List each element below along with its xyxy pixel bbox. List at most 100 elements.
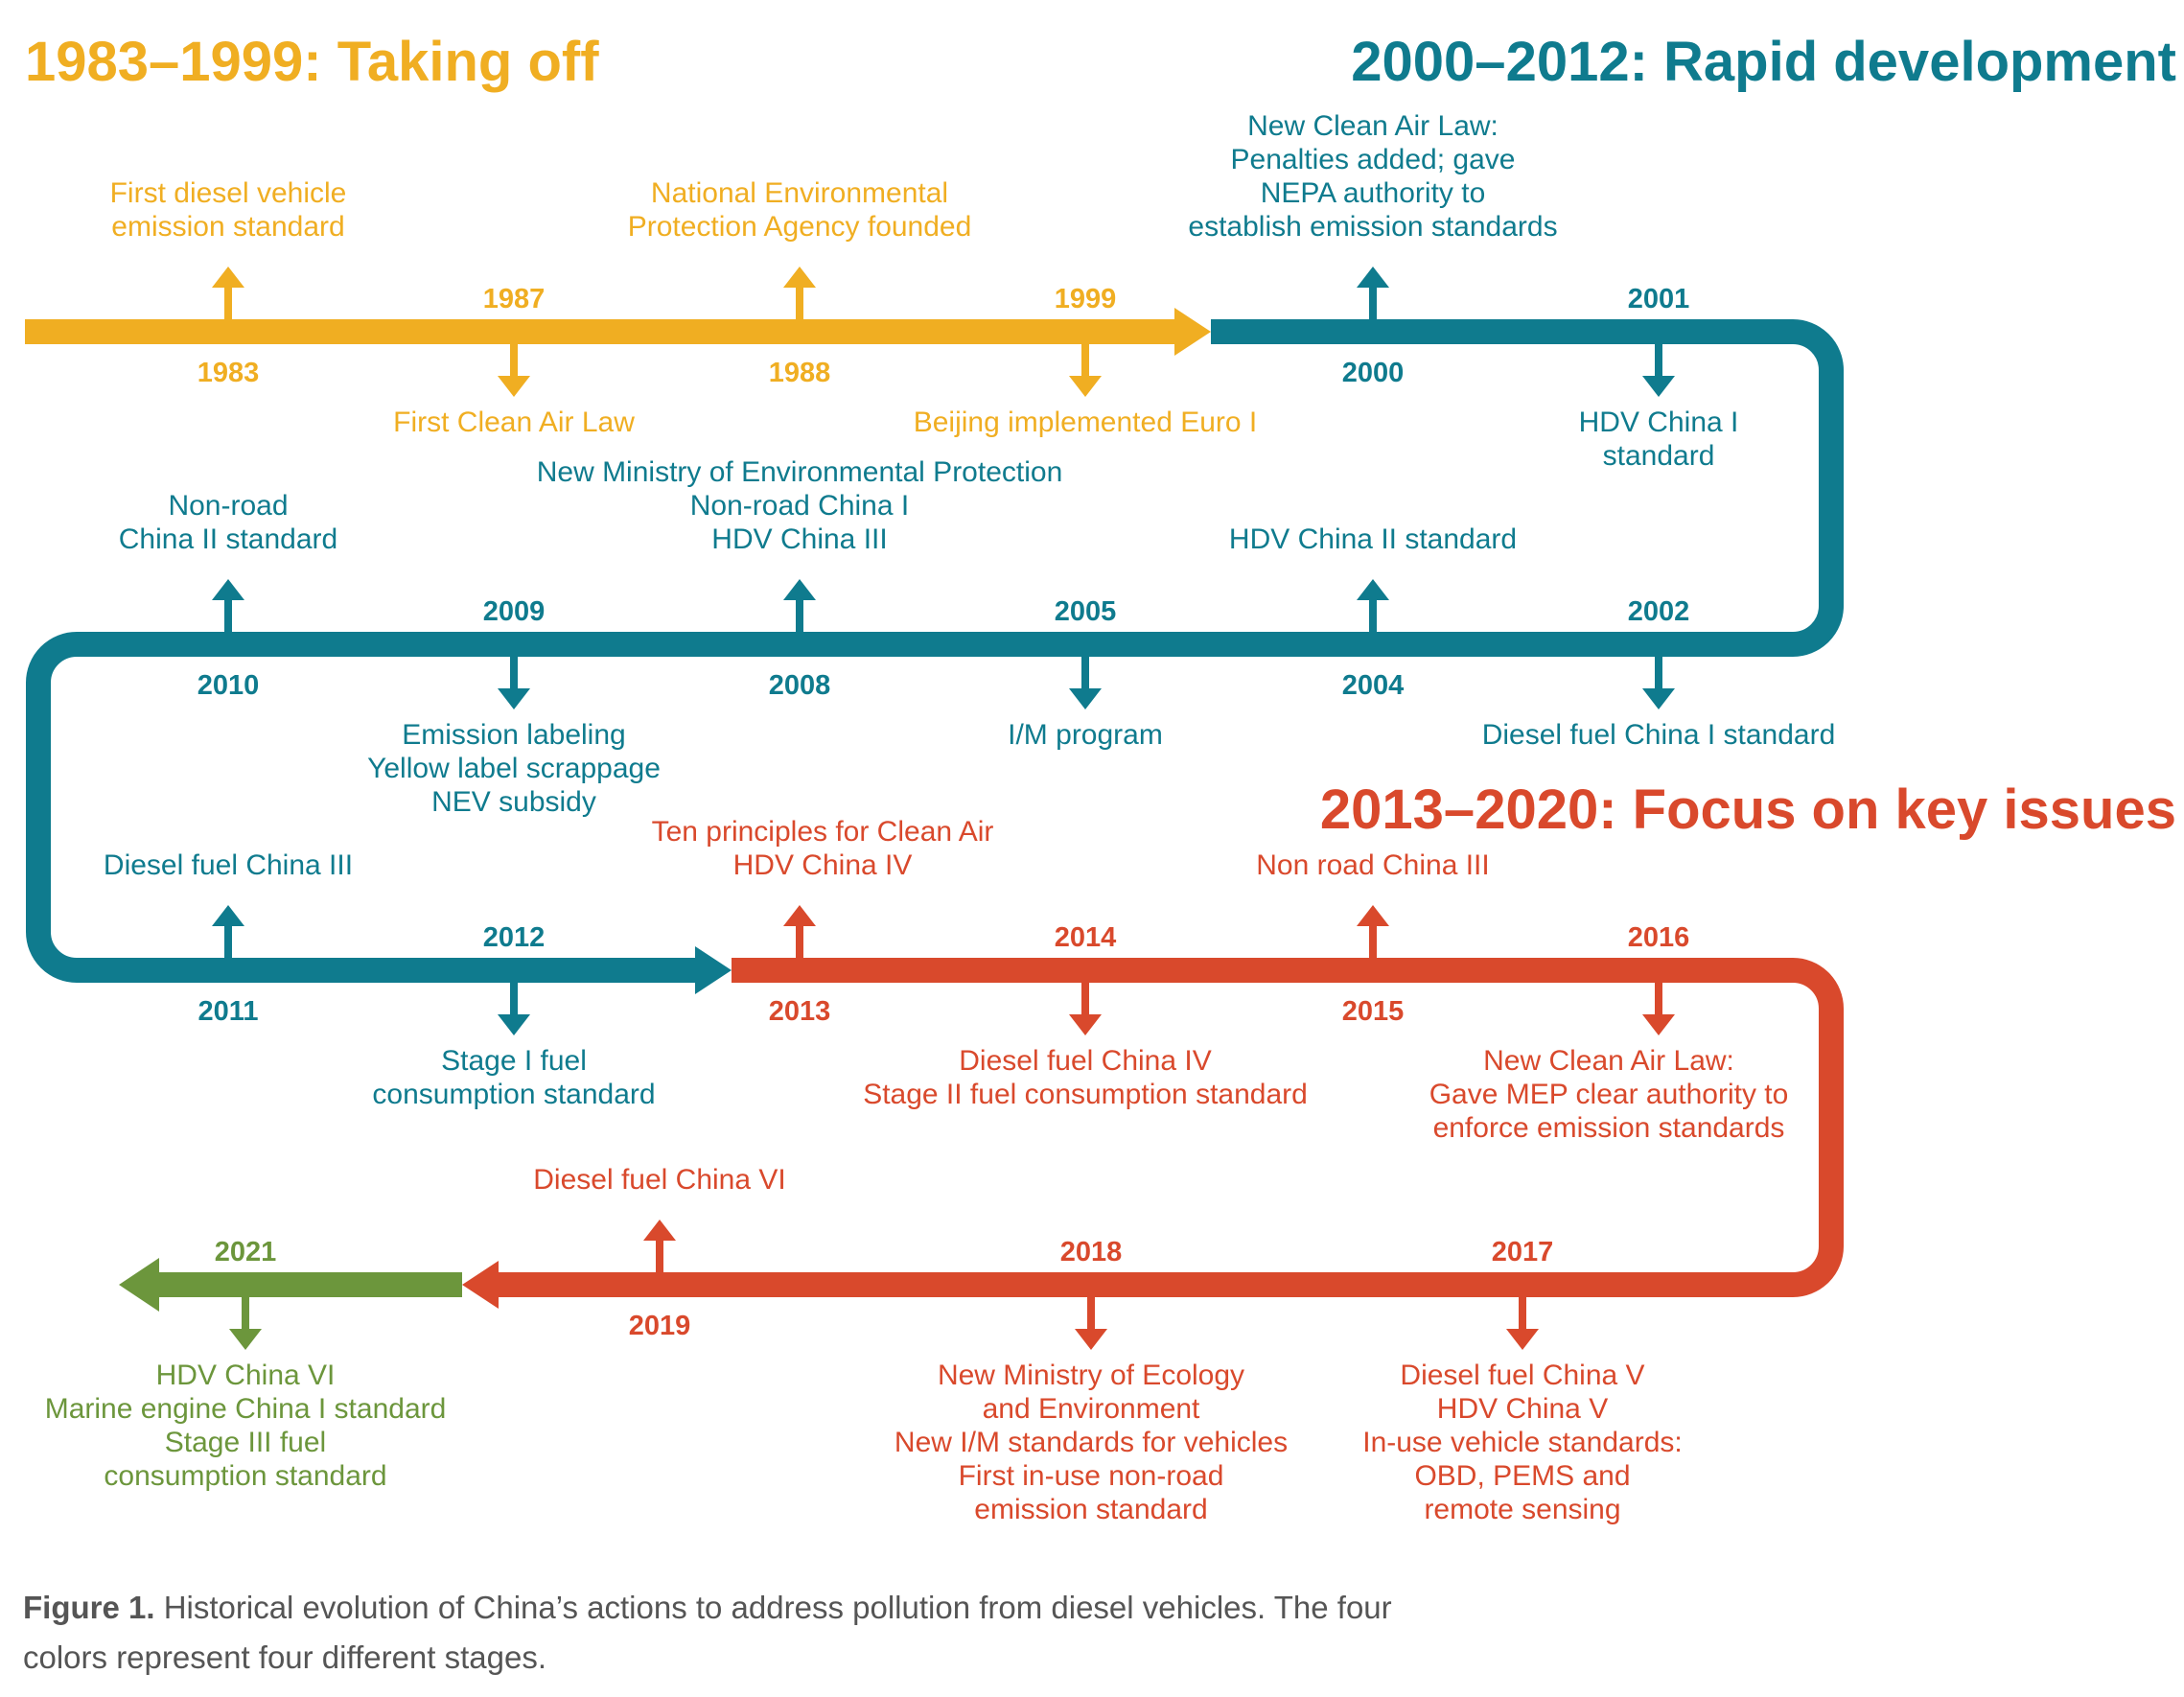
event-year: 2012 xyxy=(483,922,546,953)
event-2000: 2000 New Clean Air Law:Penalties added; g… xyxy=(1188,110,1557,388)
event-label-line: New Ministry of Environmental Protection xyxy=(537,456,1063,488)
event-year: 2017 xyxy=(1492,1237,1554,1267)
event-arrowhead xyxy=(498,376,530,397)
event-label-line: Non-road China I xyxy=(690,490,909,522)
event-year: 2008 xyxy=(769,670,831,701)
event-2016: 2016 New Clean Air Law:Gave MEP clear aut… xyxy=(1429,922,1789,1144)
event-label-line: Stage II fuel consumption standard xyxy=(863,1079,1308,1110)
event-year: 1983 xyxy=(197,358,260,388)
event-label-line: remote sensing xyxy=(1424,1494,1620,1525)
timeline-path xyxy=(25,308,1844,1312)
event-label-line: HDV China IV xyxy=(733,849,913,881)
event-label-line: emission standard xyxy=(111,211,344,243)
figure-caption-label: Figure 1. xyxy=(23,1590,155,1625)
event-label-line: Diesel fuel China VI xyxy=(533,1164,785,1196)
event-year: 2018 xyxy=(1060,1237,1123,1267)
event-arrowhead xyxy=(643,1220,676,1241)
event-label-line: Ten principles for Clean Air xyxy=(652,816,994,848)
path-stage4-arrowhead xyxy=(119,1258,159,1312)
event-label-line: First Clean Air Law xyxy=(393,407,635,438)
figure-caption-line-1: Figure 1. Historical evolution of China’… xyxy=(23,1590,1392,1625)
event-1987: 1987 First Clean Air Law xyxy=(393,284,635,438)
event-2011: 2011 Diesel fuel China III xyxy=(104,849,353,1027)
event-arrowhead xyxy=(1357,579,1389,600)
event-year: 2014 xyxy=(1055,922,1117,953)
path-stage1-arrowhead xyxy=(1174,308,1211,356)
event-2002: 2002 Diesel fuel China I standard xyxy=(1482,596,1836,751)
event-label-line: New Clean Air Law: xyxy=(1483,1045,1734,1077)
event-2005: 2005 I/M program xyxy=(1008,596,1163,751)
event-label-line: and Environment xyxy=(983,1393,1200,1425)
event-2008: 2008 New Ministry of Environmental Protec… xyxy=(537,456,1063,701)
event-arrowhead xyxy=(229,1329,262,1350)
event-label-line: HDV China III xyxy=(711,523,887,555)
event-year: 2010 xyxy=(197,670,260,701)
event-label-line: NEPA authority to xyxy=(1261,177,1486,209)
event-arrowhead xyxy=(1075,1329,1107,1350)
stage-heading-rapid-development: 2000–2012: Rapid development xyxy=(1351,31,2176,93)
stage-heading-taking-off: 1983–1999: Taking off xyxy=(25,31,599,93)
event-arrowhead xyxy=(783,267,816,288)
event-year: 1988 xyxy=(769,358,831,388)
event-label-line: National Environmental xyxy=(651,177,948,209)
event-2004: 2004 HDV China II standard xyxy=(1229,523,1517,701)
event-arrowhead xyxy=(212,579,244,600)
event-label-line: establish emission standards xyxy=(1188,211,1557,243)
event-arrowhead xyxy=(1069,1014,1102,1035)
figure-caption-text: Historical evolution of China’s actions … xyxy=(155,1590,1392,1625)
event-label-line: Gave MEP clear authority to xyxy=(1429,1079,1789,1110)
event-label-line: HDV China I xyxy=(1579,407,1739,438)
event-label-line: Diesel fuel China IV xyxy=(959,1045,1211,1077)
event-year: 1999 xyxy=(1055,284,1117,314)
path-stage2-arrowhead xyxy=(695,946,732,994)
event-label-line: Diesel fuel China I standard xyxy=(1482,719,1836,751)
event-label-line: Non-road xyxy=(168,490,288,522)
event-label-line: Protection Agency founded xyxy=(628,211,972,243)
event-2015: 2015 Non road China III xyxy=(1256,849,1489,1027)
event-label-line: I/M program xyxy=(1008,719,1163,751)
path-stage3-arrowhead xyxy=(462,1261,499,1309)
event-label-line: Diesel fuel China V xyxy=(1400,1360,1644,1391)
event-label-line: Beijing implemented Euro I xyxy=(914,407,1258,438)
event-label-line: Stage I fuel xyxy=(441,1045,587,1077)
event-arrowhead xyxy=(498,1014,530,1035)
event-1999: 1999 Beijing implemented Euro I xyxy=(914,284,1258,438)
event-label-line: HDV China II standard xyxy=(1229,523,1517,555)
event-year: 2019 xyxy=(629,1311,691,1341)
event-year: 2015 xyxy=(1342,996,1405,1027)
event-label-line: First in-use non-road xyxy=(959,1460,1224,1492)
event-label-line: China II standard xyxy=(119,523,337,555)
event-arrowhead xyxy=(498,688,530,709)
event-label-line: Marine engine China I standard xyxy=(45,1393,447,1425)
event-year: 1987 xyxy=(483,284,546,314)
event-arrowhead xyxy=(212,905,244,926)
event-label-line: New I/M standards for vehicles xyxy=(895,1427,1288,1458)
event-arrowhead xyxy=(783,579,816,600)
event-2019: 2019 Diesel fuel China VI xyxy=(533,1164,785,1341)
event-label-line: NEV subsidy xyxy=(431,786,596,818)
event-label-line: Diesel fuel China III xyxy=(104,849,353,881)
event-label-line: Penalties added; gave xyxy=(1231,144,1516,175)
event-arrowhead xyxy=(1357,905,1389,926)
event-label-line: New Clean Air Law: xyxy=(1247,110,1499,142)
event-year: 2005 xyxy=(1055,596,1117,627)
event-year: 2021 xyxy=(215,1237,277,1267)
stage-heading-focus-key-issues: 2013–2020: Focus on key issues xyxy=(1320,779,2176,841)
path-stage3 xyxy=(499,958,1844,1297)
event-label-line: Emission labeling xyxy=(402,719,625,751)
event-label-line: In-use vehicle standards: xyxy=(1362,1427,1683,1458)
event-arrowhead xyxy=(1642,1014,1675,1035)
event-arrowhead xyxy=(1642,376,1675,397)
path-stage2 xyxy=(26,319,1844,983)
event-label-line: HDV China VI xyxy=(156,1360,336,1391)
event-arrowhead xyxy=(212,267,244,288)
event-label-line: emission standard xyxy=(974,1494,1207,1525)
